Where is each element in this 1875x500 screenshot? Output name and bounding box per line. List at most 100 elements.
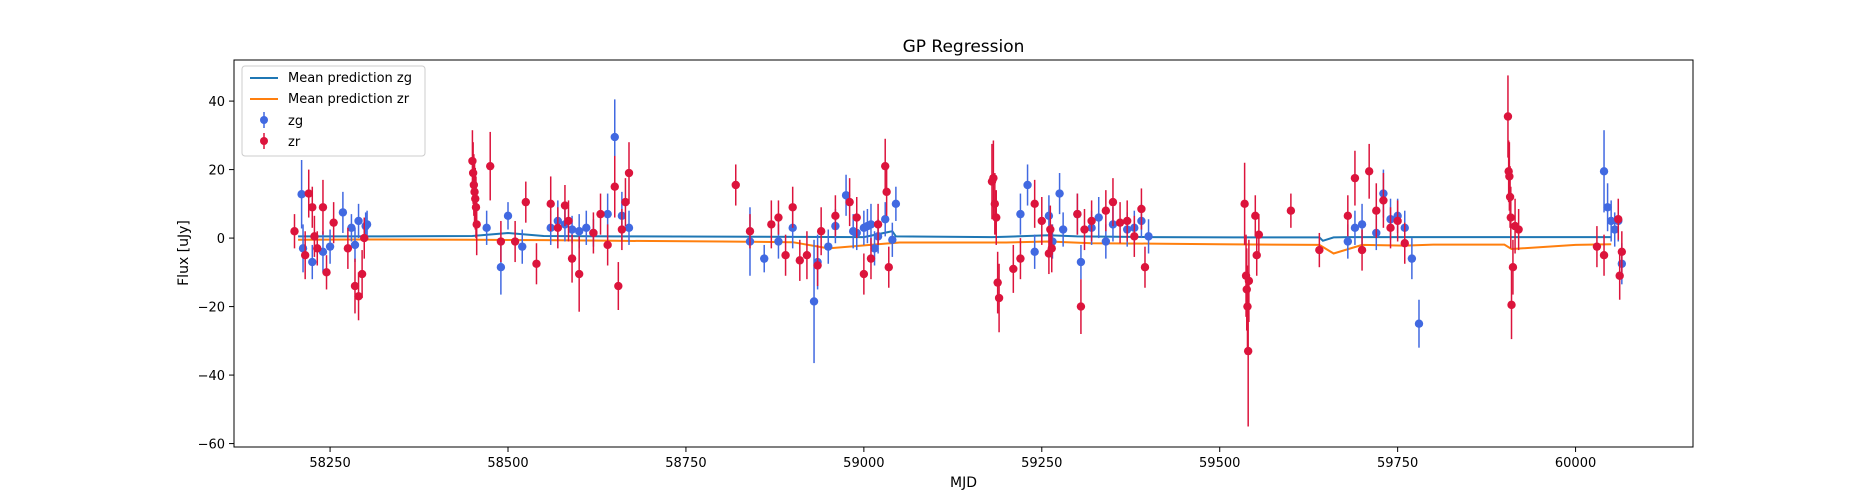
x-tick-label: 60000 xyxy=(1555,456,1596,471)
zr-data-point xyxy=(774,213,783,222)
zr-data-point xyxy=(1101,206,1111,215)
y-tick-label: −20 xyxy=(198,301,225,316)
zg-data-point xyxy=(1016,209,1025,219)
zg-data-point xyxy=(1407,254,1417,263)
legend-label-zr: zr xyxy=(288,135,301,150)
zr-data-point xyxy=(567,254,577,263)
zg-data-point xyxy=(774,237,783,246)
zg-data-point xyxy=(1044,211,1054,221)
zg-data-point xyxy=(824,242,833,251)
zg-data-point xyxy=(888,235,897,245)
zr-data-point xyxy=(1315,245,1324,255)
zr-data-point xyxy=(881,161,890,171)
zg-data-point xyxy=(1343,237,1353,246)
zr-data-point xyxy=(1244,276,1254,286)
zg-data-point xyxy=(891,199,901,209)
zr-data-point xyxy=(1372,206,1381,215)
zg-data-point xyxy=(308,257,317,267)
legend-label-mean-zg: Mean prediction zg xyxy=(288,71,412,86)
zr-data-point xyxy=(472,220,481,229)
zg-data-point xyxy=(297,190,306,199)
zg-data-point xyxy=(1076,257,1086,267)
plot-area xyxy=(234,60,1693,447)
zg-data-point xyxy=(1094,213,1103,222)
zr-data-point xyxy=(1286,206,1296,215)
zr-data-point xyxy=(1046,225,1055,234)
zr-data-point xyxy=(596,209,605,219)
zr-data-point xyxy=(1009,264,1018,274)
zr-data-point xyxy=(617,225,627,234)
zg-data-point xyxy=(338,208,348,217)
zr-data-point xyxy=(990,199,1000,209)
zr-data-point xyxy=(1108,197,1118,207)
plot-frame xyxy=(233,59,1694,448)
zr-data-point xyxy=(486,161,495,171)
zg-data-point xyxy=(567,225,577,234)
zr-data-point xyxy=(1364,167,1374,176)
zr-data-point xyxy=(745,227,755,236)
zr-data-point xyxy=(532,259,541,268)
x-tick-label: 58500 xyxy=(487,456,528,471)
zr-data-point xyxy=(304,189,313,198)
zg-data-point xyxy=(1610,225,1619,234)
legend-swatch-zg xyxy=(260,116,268,124)
chart-title: GP Regression xyxy=(903,37,1025,57)
zg-data-point xyxy=(325,242,335,251)
zg-data-point xyxy=(841,191,851,200)
zr-data-point xyxy=(1503,112,1513,121)
zr-data-point xyxy=(350,281,360,291)
zr-data-point xyxy=(1251,211,1260,221)
zg-data-point xyxy=(1350,223,1360,233)
x-tick-label: 59000 xyxy=(843,456,884,471)
x-tick-label: 59750 xyxy=(1377,456,1418,471)
zg-data-point xyxy=(574,227,584,236)
legend-swatch-zr xyxy=(260,137,268,145)
zg-data-point xyxy=(1144,232,1153,241)
zg-data-point xyxy=(870,244,879,253)
zg-data-point xyxy=(1023,180,1032,190)
zr-data-point xyxy=(994,293,1004,303)
zg-data-point xyxy=(518,242,527,251)
x-tick-label: 59500 xyxy=(1199,456,1240,471)
zg-data-point xyxy=(881,215,890,224)
zr-data-point xyxy=(816,227,826,236)
zr-data-point xyxy=(788,203,797,212)
zr-data-point xyxy=(354,292,363,301)
zr-data-point xyxy=(992,213,1001,222)
x-axis-label: MJD xyxy=(950,475,977,491)
zr-data-point xyxy=(1506,213,1516,222)
zg-data-point xyxy=(1055,189,1064,198)
zr-data-point xyxy=(553,223,563,233)
zr-data-point xyxy=(610,182,619,191)
zr-data-point xyxy=(1087,216,1096,226)
zr-data-point xyxy=(1507,300,1516,310)
zr-data-point xyxy=(521,197,530,207)
zr-data-point xyxy=(574,269,584,279)
legend: Mean prediction zg Mean prediction zr zg… xyxy=(241,65,426,157)
zg-data-point xyxy=(760,254,769,263)
zr-data-point xyxy=(510,237,520,246)
zr-data-point xyxy=(1080,225,1089,234)
zg-data-point xyxy=(582,223,591,233)
zr-data-point xyxy=(1243,346,1253,356)
zg-data-point xyxy=(1414,319,1424,328)
legend-label-zg: zg xyxy=(288,114,303,129)
zr-data-point xyxy=(621,197,630,207)
y-tick-label: 0 xyxy=(217,232,225,247)
zr-data-point xyxy=(603,240,612,250)
zr-data-point xyxy=(1076,302,1086,311)
zr-data-point xyxy=(802,251,812,260)
zg-data-point xyxy=(496,262,506,272)
zr-data-point xyxy=(1393,216,1402,226)
zr-data-point xyxy=(1514,225,1523,234)
zg-data-point xyxy=(624,223,634,233)
zr-data-point xyxy=(1592,242,1602,251)
mean-prediction-zg-line xyxy=(298,230,1612,242)
x-tick-label: 58250 xyxy=(309,456,350,471)
zr-data-point xyxy=(589,228,598,238)
y-tick-label: −60 xyxy=(198,438,225,453)
zr-data-point xyxy=(845,197,854,207)
zg-data-point xyxy=(354,216,363,226)
zr-data-point xyxy=(329,218,338,227)
